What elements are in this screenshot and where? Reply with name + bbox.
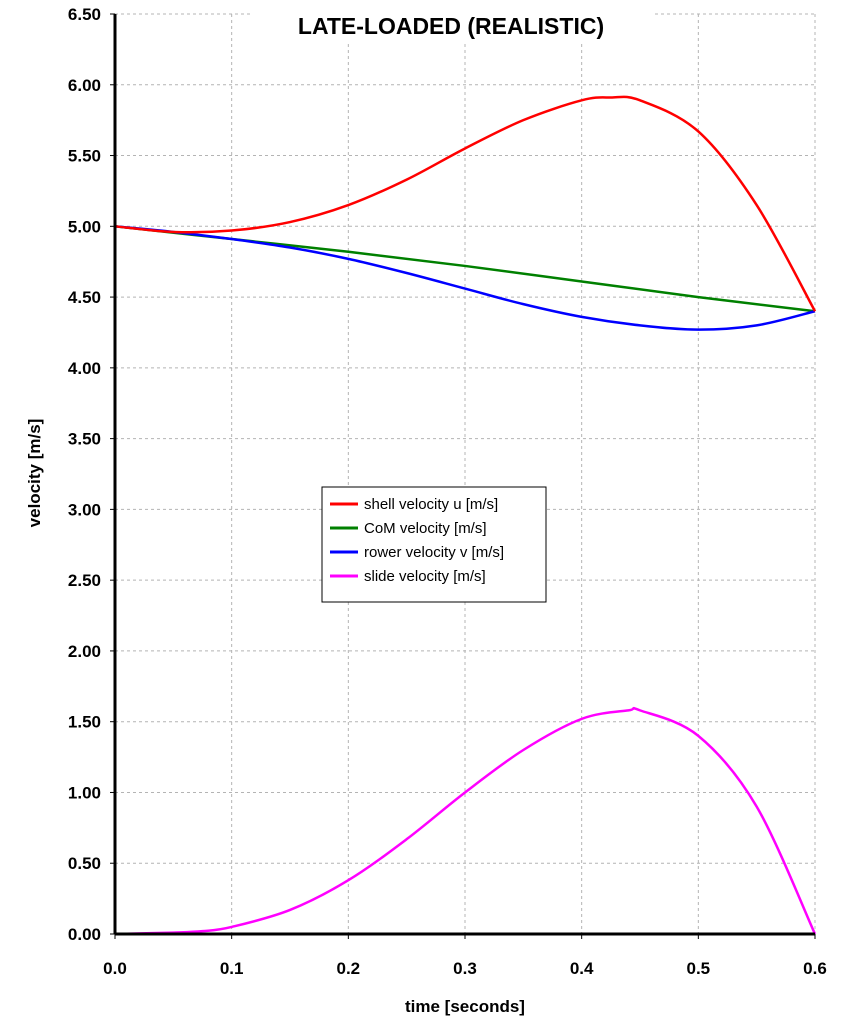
- x-axis-label: time [seconds]: [405, 997, 525, 1016]
- legend-entry-0: shell velocity u [m/s]: [364, 496, 498, 513]
- legend-entry-1: CoM velocity [m/s]: [364, 520, 487, 537]
- x-tick-label: 0.0: [103, 959, 127, 978]
- x-tick-label: 0.6: [803, 959, 827, 978]
- y-tick-label: 3.00: [68, 500, 101, 519]
- x-tick-label: 0.2: [337, 959, 361, 978]
- y-axis-label: velocity [m/s]: [25, 419, 44, 528]
- legend-entry-2: rower velocity v [m/s]: [364, 544, 504, 561]
- legend: shell velocity u [m/s] CoM velocity [m/s]…: [321, 486, 547, 603]
- series-line-0: [114, 95, 817, 312]
- y-tick-label: 4.00: [68, 359, 101, 378]
- y-tick-label: 1.50: [68, 713, 101, 732]
- y-tick-label: 6.50: [68, 5, 101, 24]
- y-tick-label: 0.50: [68, 854, 101, 873]
- series-line-2: [114, 225, 816, 331]
- title-background: [250, 0, 652, 44]
- y-tick-label: 5.50: [68, 147, 101, 166]
- y-tick-label: 1.00: [68, 783, 101, 802]
- series-layer: [114, 95, 817, 936]
- axes: [110, 13, 816, 939]
- y-tick-label: 0.00: [68, 925, 101, 944]
- legend-entry-3: slide velocity [m/s]: [364, 568, 486, 585]
- grid: [115, 13, 816, 934]
- series-line-3: [114, 706, 817, 936]
- y-tick-label: 6.00: [68, 76, 101, 95]
- y-tick-label: 5.00: [68, 217, 101, 236]
- x-tick-label: 0.3: [453, 959, 477, 978]
- x-tick-label: 0.4: [570, 959, 594, 978]
- y-tick-label: 4.50: [68, 288, 101, 307]
- chart-title: LATE-LOADED (REALISTIC): [298, 13, 604, 39]
- y-tick-label: 2.50: [68, 571, 101, 590]
- x-tick-label: 0.5: [687, 959, 711, 978]
- y-tick-label: 2.00: [68, 642, 101, 661]
- x-tick-label: 0.1: [220, 959, 244, 978]
- y-tick-label: 3.50: [68, 430, 101, 449]
- tick-labels: 0.0 0.1 0.2 0.3 0.4 0.5 0.6 0.00 0.50 1.00 1.50 2.0…: [68, 5, 827, 978]
- legend-box: [321, 486, 547, 603]
